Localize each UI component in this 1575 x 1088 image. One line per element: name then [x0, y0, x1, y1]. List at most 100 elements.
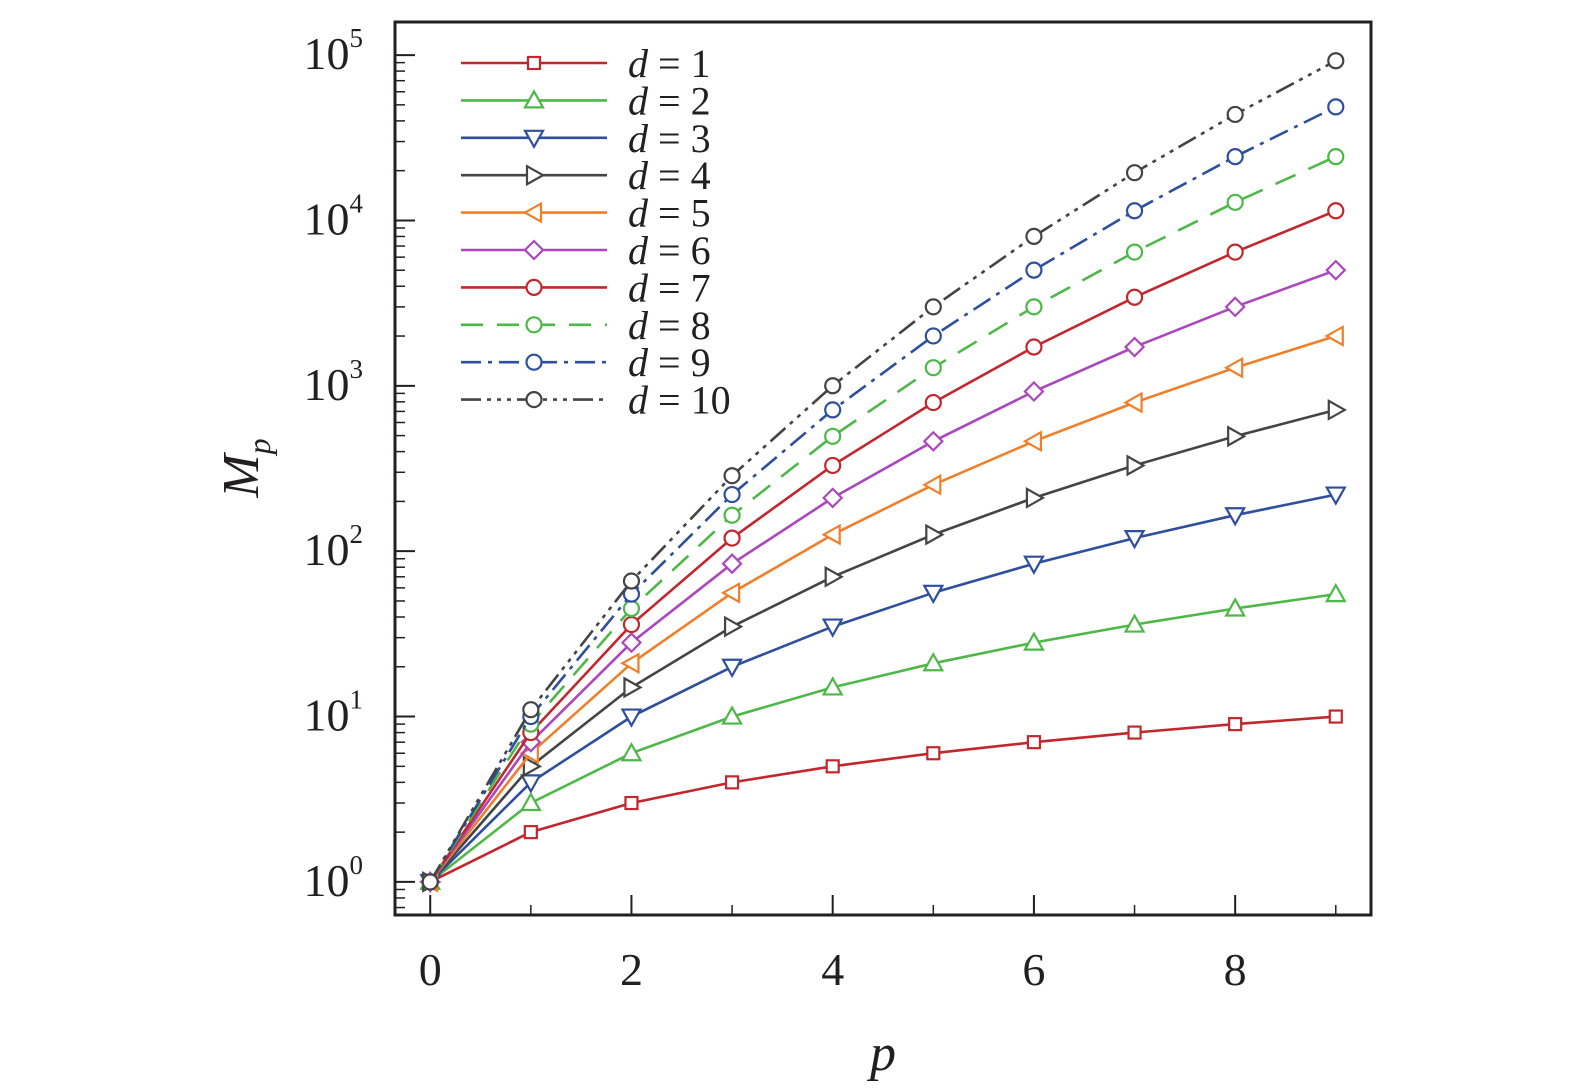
y-tick-label: 105 [304, 23, 364, 79]
legend-variable: d [628, 228, 649, 273]
data-point-d-5-p-9 [1324, 325, 1344, 347]
legend-label: d = 9 [628, 340, 711, 385]
legend-label: d = 8 [628, 303, 711, 348]
legend-label: d = 1 [628, 41, 711, 86]
data-point-d-3-p-4 [821, 618, 844, 638]
y-tick-exponent: 3 [350, 354, 364, 384]
data-point-d-1-p-1 [523, 825, 538, 840]
series-d-10 [421, 52, 1345, 891]
y-tick-exponent: 1 [350, 685, 364, 715]
series-d-2 [419, 582, 1347, 891]
x-tick-label: 6 [1022, 944, 1045, 995]
legend-equals: = [648, 78, 691, 123]
series-line-d-4 [429, 408, 1337, 883]
data-point-d-7-p-4 [824, 456, 842, 475]
y-tick-base: 10 [304, 855, 350, 906]
x-axis-label: p [866, 1025, 896, 1082]
y-tick-label: 103 [304, 354, 364, 410]
y-tick-base: 10 [304, 193, 350, 244]
legend-marker [526, 55, 542, 71]
data-point-d-5-p-2 [620, 652, 640, 675]
data-point-d-8-p-9 [1327, 148, 1345, 166]
data-point-d-9-p-8 [1226, 148, 1244, 166]
legend-marker [523, 239, 545, 261]
y-tick-label: 101 [304, 685, 364, 741]
legend-entry-d-10: d = 10 [461, 378, 731, 423]
legend-equals: = [648, 191, 691, 236]
y-tick-label: 104 [304, 188, 364, 244]
legend-entry-d-6: d = 6 [461, 228, 711, 273]
data-point-d-3-p-8 [1224, 507, 1247, 527]
data-point-d-5-p-4 [821, 523, 841, 546]
legend-variable: d [628, 378, 649, 423]
legend-value: 9 [691, 340, 711, 385]
data-point-d-1-p-2 [624, 795, 639, 811]
data-point-d-3-p-6 [1023, 555, 1045, 575]
data-point-d-1-p-8 [1228, 717, 1243, 732]
legend-variable: d [628, 191, 649, 236]
data-point-d-6-p-6 [1023, 380, 1045, 403]
data-point-d-5-p-3 [720, 581, 741, 604]
data-point-d-4-p-5 [925, 523, 945, 546]
data-point-d-1-p-4 [825, 759, 840, 774]
legend-variable: d [628, 41, 649, 86]
y-tick-base: 10 [304, 524, 350, 575]
data-point-d-9-p-5 [924, 327, 942, 345]
data-point-d-9-p-9 [1327, 98, 1345, 116]
legend-equals: = [648, 116, 691, 161]
legend-variable: d [628, 78, 649, 123]
data-point-d-2-p-4 [821, 676, 844, 696]
data-point-d-10-p-3 [723, 467, 741, 485]
legend-equals: = [648, 340, 691, 385]
legend-equals: = [648, 265, 691, 310]
data-point-d-3-p-2 [620, 708, 643, 728]
data-point-d-6-p-9 [1325, 259, 1347, 281]
data-point-d-8-p-5 [924, 359, 942, 377]
x-tick-label: 2 [620, 944, 643, 995]
legend-value: 6 [691, 228, 711, 273]
legend-value: 5 [691, 191, 711, 236]
series-line-d-6 [429, 268, 1337, 883]
legend-variable: d [628, 116, 649, 161]
data-point-d-7-p-6 [1025, 338, 1043, 356]
data-point-d-5-p-5 [922, 473, 942, 496]
y-tick-exponent: 0 [350, 850, 364, 880]
data-point-d-1-p-7 [1127, 725, 1142, 740]
data-point-d-4-p-6 [1025, 487, 1046, 509]
data-point-d-8-p-8 [1226, 193, 1244, 211]
legend-value: 8 [691, 303, 711, 348]
data-point-d-5-p-6 [1022, 430, 1043, 453]
data-point-d-10-p-9 [1327, 52, 1345, 70]
data-point-d-10-p-8 [1226, 105, 1244, 124]
series-line-d-8 [429, 155, 1337, 883]
legend-label: d = 3 [628, 116, 711, 161]
data-point-d-10-p-6 [1025, 227, 1043, 245]
y-axis-label: Mp [213, 438, 277, 498]
legend-value: 7 [691, 265, 711, 310]
legend-equals: = [648, 303, 691, 348]
legend-entry-d-2: d = 2 [461, 78, 711, 123]
axis-labels: p Mp [213, 438, 896, 1082]
y-tick-exponent: 4 [350, 188, 364, 218]
legend-entry-d-4: d = 4 [461, 153, 711, 198]
x-tick-label: 4 [821, 944, 844, 995]
data-point-d-9-p-7 [1125, 202, 1144, 220]
data-point-d-6-p-5 [922, 430, 944, 452]
x-tick-label: 8 [1224, 944, 1247, 995]
data-point-d-5-p-8 [1223, 356, 1244, 379]
x-tick-label: 0 [419, 944, 442, 995]
data-point-d-10-p-5 [924, 298, 942, 316]
legend-label: d = 7 [628, 265, 711, 310]
legend-marker [523, 129, 545, 150]
series-d-4 [422, 399, 1348, 893]
y-tick-base: 10 [304, 28, 350, 79]
legend-marker [525, 316, 543, 334]
data-point-d-7-p-9 [1327, 202, 1345, 220]
legend-variable: d [628, 303, 649, 348]
legend-variable: d [628, 153, 649, 198]
data-point-d-10-p-7 [1125, 164, 1144, 182]
data-point-d-10-p-1 [522, 701, 540, 719]
data-point-d-10-p-4 [824, 377, 842, 395]
data-point-d-8-p-7 [1125, 243, 1144, 261]
